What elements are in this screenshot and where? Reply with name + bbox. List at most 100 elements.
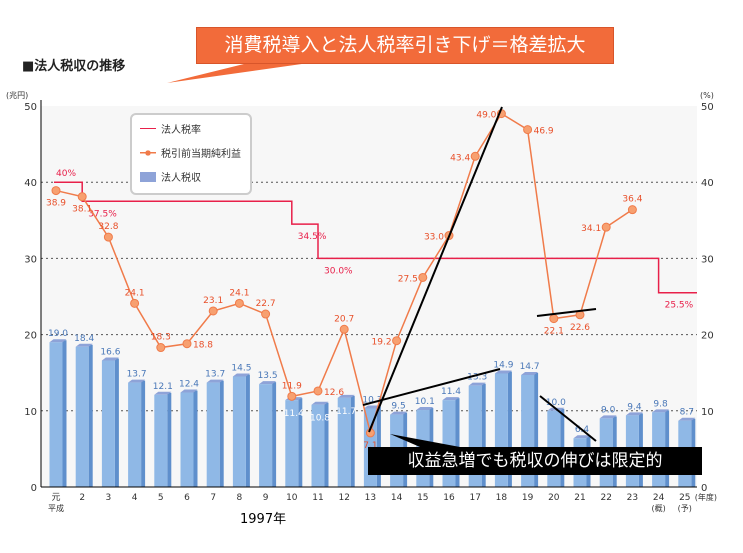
- bar-value-label: 9.0: [601, 405, 616, 415]
- bar-top: [468, 382, 486, 386]
- bar: [311, 404, 325, 487]
- legend-label: 税引前当期純利益: [161, 149, 241, 160]
- bar-value-label: 10.1: [415, 397, 435, 407]
- profit-value-label: 49.0: [476, 111, 496, 121]
- x-tick-label: 18: [496, 493, 508, 503]
- legend-item-revenue: 法人税収: [140, 169, 201, 184]
- bar-top: [678, 417, 696, 421]
- x-tick-label: 19: [522, 493, 534, 503]
- left-tick-label: 10: [24, 407, 37, 418]
- bar: [259, 384, 273, 487]
- bar-side: [298, 398, 303, 487]
- profit-value-label: 27.5: [398, 274, 418, 284]
- profit-point: [51, 186, 61, 196]
- profit-value-label: 23.1: [203, 296, 223, 306]
- x-tick-label: 11: [312, 493, 323, 503]
- line-swatch-icon: [140, 128, 156, 129]
- bar-top: [101, 357, 119, 361]
- bar-value-label: 9.8: [653, 399, 668, 409]
- bar-value-label: 11.4: [441, 387, 461, 397]
- bar-value-label: 11.4: [284, 409, 304, 419]
- right-tick-label: 50: [701, 102, 714, 113]
- tax-rate-label: 37.5%: [88, 209, 117, 219]
- bar-value-label: 14.7: [520, 362, 540, 372]
- annotation-line: [368, 106, 503, 433]
- profit-value-label: 36.4: [622, 195, 642, 205]
- profit-value-label: 19.2: [372, 338, 392, 348]
- right-tick-label: 10: [701, 407, 714, 418]
- profit-value-label: 18.3: [151, 333, 171, 343]
- bar-value-label: 12.1: [153, 382, 173, 392]
- profit-point: [523, 125, 533, 135]
- x-tick-label: 4: [132, 493, 138, 503]
- bar-top: [625, 412, 643, 416]
- profit-value-label: 33.0: [424, 233, 444, 243]
- legend-label: 法人税率: [161, 125, 201, 136]
- bar: [154, 394, 168, 487]
- marker-swatch-icon: [140, 148, 156, 157]
- bar-value-label: 9.5: [391, 402, 405, 412]
- bar: [206, 382, 220, 487]
- bar-value-label: 13.7: [127, 370, 147, 380]
- profit-point: [627, 205, 637, 215]
- bar-value-label: 18.4: [74, 334, 94, 344]
- left-tick-label: 40: [24, 178, 37, 189]
- bar-value-label: 10.8: [310, 414, 330, 424]
- bar: [101, 360, 115, 487]
- callout-tail: [167, 60, 330, 83]
- annotation-line: [536, 308, 597, 317]
- bottom-callout: 収益急増でも税収の伸びは限定的: [368, 447, 702, 475]
- profit-value-label: 22.6: [570, 323, 590, 333]
- bar-value-label: 14.5: [231, 364, 251, 374]
- left-axis-unit: (兆円): [6, 90, 28, 100]
- profit-point: [130, 298, 140, 308]
- profit-point: [339, 324, 349, 334]
- x-tick-label: 元: [51, 493, 60, 503]
- bar-side: [507, 371, 512, 487]
- bar-value-label: 13.5: [258, 371, 278, 381]
- x-tick-label: 25: [679, 493, 690, 503]
- x-tick-label: 24: [653, 493, 665, 503]
- x-tick-label: 23: [627, 493, 638, 503]
- bar-value-label: 8.7: [680, 408, 694, 418]
- tax-rate-label: 40%: [56, 169, 76, 179]
- bar-top: [75, 343, 93, 347]
- x-tick-label: 14: [391, 493, 403, 503]
- bar-top: [232, 373, 250, 377]
- bar: [285, 400, 299, 487]
- right-tick-label: 0: [701, 483, 707, 494]
- bar-top: [180, 389, 198, 393]
- bar-value-label: 13.7: [205, 370, 225, 380]
- profit-value-label: 38.9: [46, 199, 66, 209]
- profit-value-label: 43.4: [450, 153, 470, 163]
- x-tick-label: 3: [106, 493, 112, 503]
- bar-side: [141, 380, 146, 487]
- bar-side: [219, 380, 224, 487]
- bar-top: [573, 435, 591, 439]
- left-tick-label: 50: [24, 102, 37, 113]
- x-tick-label: 8: [237, 493, 243, 503]
- x-tick-label: 2: [79, 493, 85, 503]
- annotation-line: [362, 368, 501, 406]
- right-tick-label: 30: [701, 254, 714, 265]
- bar-side: [88, 344, 93, 487]
- bar-value-label: 16.6: [100, 348, 120, 358]
- bar-side: [534, 372, 539, 487]
- profit-point: [156, 343, 166, 353]
- profit-point: [261, 309, 271, 319]
- bar-side: [62, 340, 67, 487]
- profit-value-label: 22.7: [256, 299, 276, 309]
- profit-point: [392, 336, 402, 346]
- x-tick-label: 20: [548, 493, 560, 503]
- bar-side: [272, 382, 277, 487]
- bar-value-label: 10.3: [362, 396, 382, 406]
- x-tick-label: 12: [338, 493, 349, 503]
- x-tick-sublabel: (予): [678, 504, 692, 513]
- profit-value-label: 7.1: [363, 441, 377, 451]
- x-tick-sublabel: (概): [651, 503, 665, 513]
- bar: [180, 392, 194, 487]
- x-tick-label: 5: [158, 493, 164, 503]
- x-tick-label: 21: [574, 493, 585, 503]
- left-tick-label: 0: [31, 483, 37, 494]
- profit-value-label: 22.1: [544, 327, 564, 337]
